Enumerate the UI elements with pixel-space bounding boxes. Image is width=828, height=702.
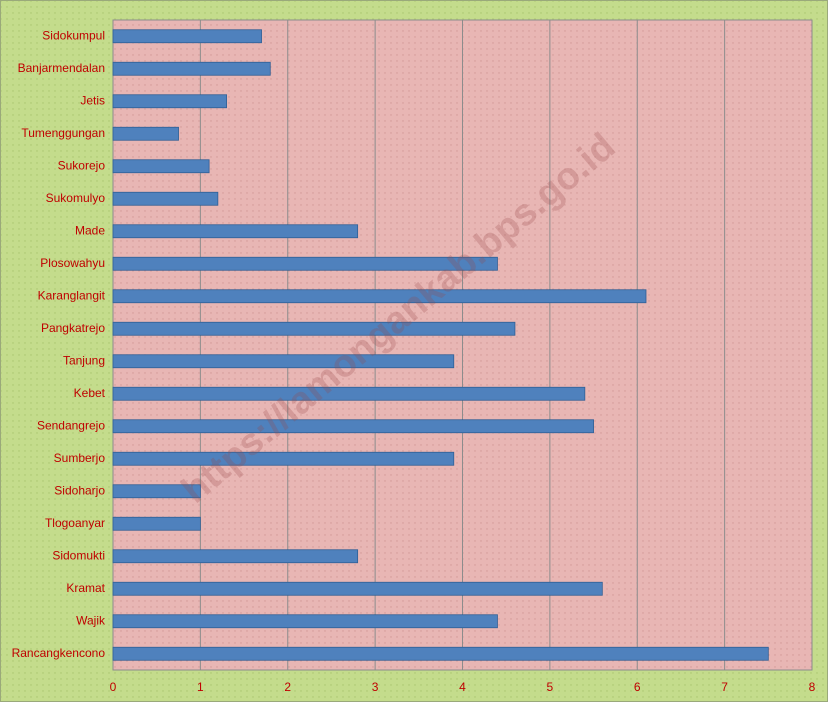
x-tick-label: 7	[721, 680, 728, 694]
y-tick-label: Karanglangit	[38, 288, 106, 302]
x-tick-label: 0	[110, 680, 117, 694]
y-tick-label: Sidomukti	[52, 548, 105, 562]
y-tick-label: Rancangkencono	[12, 646, 106, 660]
bar	[112, 94, 227, 109]
y-tick-label: Sukomulyo	[46, 191, 106, 205]
y-tick-label: Sidoharjo	[54, 483, 105, 497]
bar	[112, 191, 219, 206]
bar	[112, 646, 769, 661]
x-tick-label: 4	[459, 680, 466, 694]
bar	[112, 256, 498, 271]
y-tick-label: Kramat	[66, 581, 105, 595]
bar	[112, 224, 359, 239]
y-tick-label: Tumenggungan	[21, 126, 105, 140]
bar	[112, 516, 201, 531]
bar	[112, 581, 603, 596]
y-tick-label: Tlogoanyar	[45, 516, 105, 530]
y-tick-label: Plosowahyu	[40, 256, 105, 270]
bar	[112, 451, 455, 466]
bar	[112, 549, 359, 564]
y-tick-label: Sumberjo	[54, 451, 106, 465]
bar	[112, 289, 647, 304]
bar	[112, 386, 586, 401]
bar	[112, 61, 271, 76]
x-tick-label: 8	[809, 680, 816, 694]
y-tick-label: Sidokumpul	[42, 28, 105, 42]
bar	[112, 419, 594, 434]
bar	[112, 126, 179, 141]
bar	[112, 159, 210, 174]
y-tick-label: Pangkatrejo	[41, 321, 105, 335]
bar	[112, 614, 498, 629]
x-tick-label: 5	[547, 680, 554, 694]
y-tick-label: Wajik	[76, 613, 106, 627]
bar	[112, 321, 516, 336]
x-tick-label: 2	[284, 680, 291, 694]
bar	[112, 354, 455, 369]
y-tick-label: Jetis	[80, 93, 105, 107]
bar	[112, 29, 262, 44]
y-tick-label: Sendangrejo	[37, 418, 105, 432]
y-tick-label: Sukorejo	[58, 158, 106, 172]
y-tick-label: Banjarmendalan	[18, 61, 105, 75]
x-tick-label: 1	[197, 680, 204, 694]
y-tick-label: Made	[75, 223, 105, 237]
y-tick-label: Kebet	[74, 386, 106, 400]
bar	[112, 484, 201, 499]
x-tick-label: 3	[372, 680, 379, 694]
x-tick-label: 6	[634, 680, 641, 694]
y-tick-label: Tanjung	[63, 353, 105, 367]
